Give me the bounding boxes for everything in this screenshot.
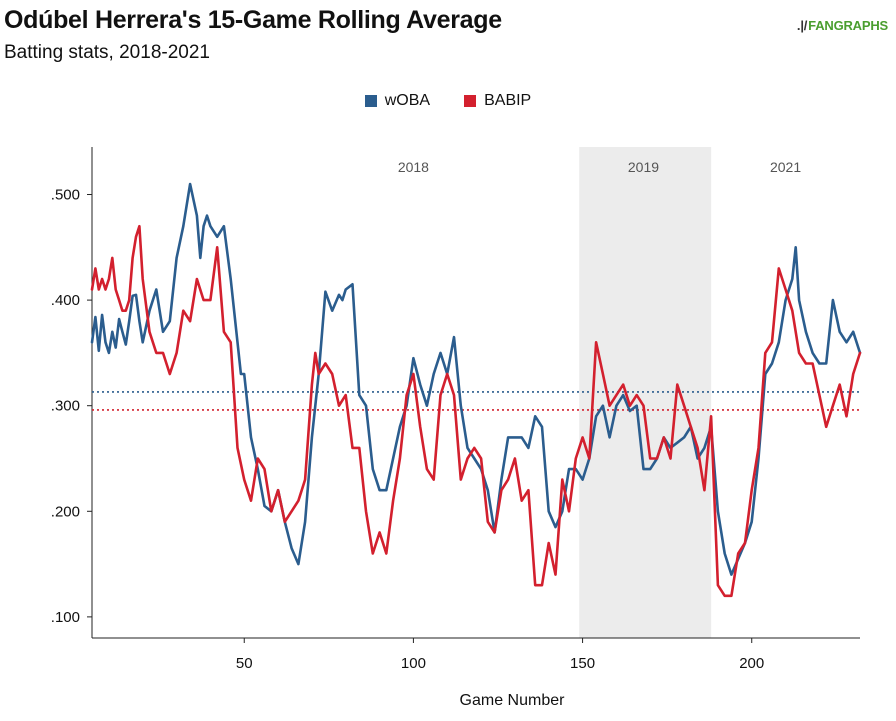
x-tick-label: 150 — [570, 655, 595, 672]
x-tick-label: 50 — [236, 655, 253, 672]
chart-title: Odúbel Herrera's 15-Game Rolling Average — [4, 6, 502, 34]
fangraphs-logo-text: FANGRAPHS — [808, 18, 888, 33]
series-line-woba — [90, 182, 862, 576]
x-tick-label: 100 — [401, 655, 426, 672]
y-tick-label: .500 — [51, 187, 80, 204]
legend-item-woba: wOBA — [364, 92, 431, 110]
chart-subtitle: Batting stats, 2018-2021 — [4, 42, 210, 63]
fangraphs-logo-mark: .|/ — [796, 18, 808, 33]
shaded-region-2019 — [579, 147, 712, 638]
chart-legend: wOBA BABIP — [0, 92, 896, 110]
legend-label-woba: wOBA — [384, 92, 431, 109]
y-tick-label: .200 — [51, 503, 80, 520]
region-label-2018: 2018 — [398, 159, 429, 175]
legend-label-babip: BABIP — [484, 92, 532, 109]
region-label-2021: 2021 — [770, 159, 801, 175]
legend-item-babip: BABIP — [464, 92, 531, 110]
y-tick-label: .100 — [51, 609, 80, 626]
y-tick-label: .300 — [51, 398, 80, 415]
legend-swatch-woba — [364, 95, 377, 107]
y-tick-label: .400 — [51, 292, 80, 309]
region-label-2019: 2019 — [628, 159, 659, 175]
legend-swatch-babip — [464, 95, 477, 107]
x-tick-label: 200 — [739, 655, 764, 672]
series-line-babip — [90, 224, 862, 598]
fangraphs-logo: .|/FANGRAPHS — [797, 18, 888, 33]
x-axis-title: Game Number — [460, 692, 566, 709]
